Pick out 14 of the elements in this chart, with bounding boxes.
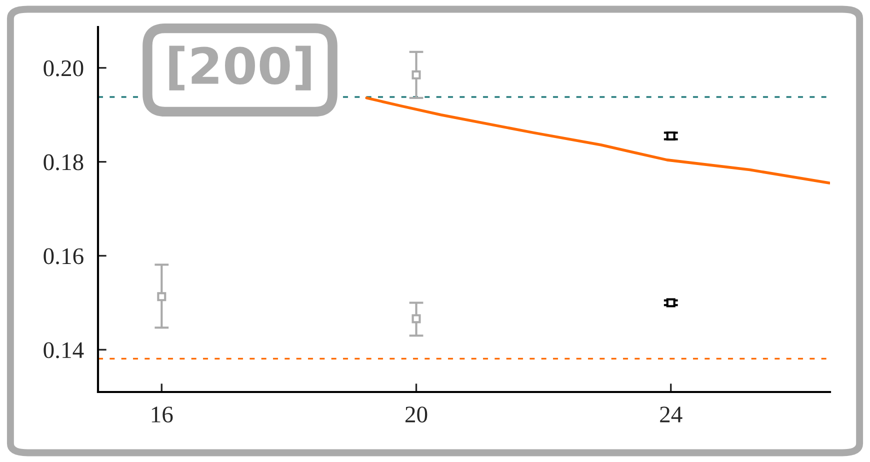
point xyxy=(666,298,676,308)
y-tick-label: 0.20 xyxy=(44,60,84,76)
y-tick-label: 0.14 xyxy=(44,342,84,358)
line-series xyxy=(365,96,830,184)
point xyxy=(412,314,421,324)
annotation: [200] xyxy=(169,46,311,90)
point xyxy=(666,131,676,140)
x-tick-label: 16 xyxy=(152,406,173,423)
x-tick-label: 20 xyxy=(405,406,428,423)
y-tick-label: 0.18 xyxy=(44,154,84,170)
point xyxy=(412,70,421,80)
point xyxy=(157,292,166,302)
y-tick-label: 0.16 xyxy=(44,248,84,264)
x-tick-label: 24 xyxy=(660,406,682,422)
